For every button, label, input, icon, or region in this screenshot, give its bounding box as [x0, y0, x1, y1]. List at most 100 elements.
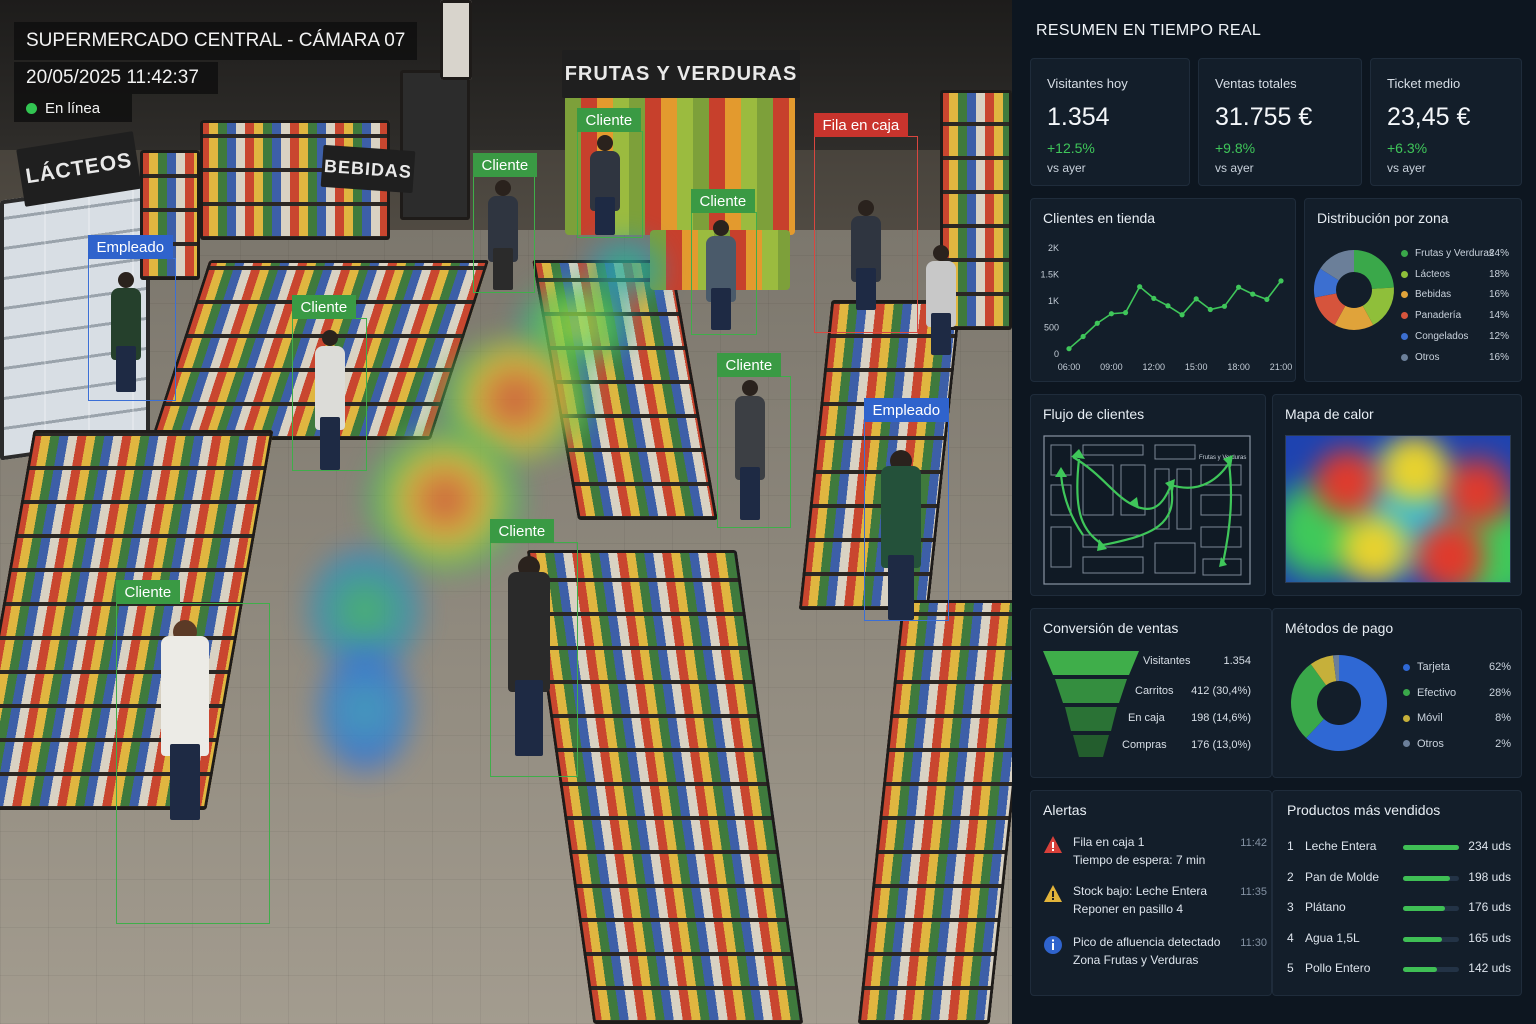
alert-title: Pico de afluencia detectado [1073, 935, 1221, 949]
top-products-card[interactable]: Productos más vendidos 1 Leche Entera 234 … [1272, 790, 1522, 996]
data-point[interactable] [1122, 310, 1129, 316]
alerts-card[interactable]: Alertas Fila en caja 1 Tiempo de espera:… [1030, 790, 1272, 996]
x-tick-label: 15:00 [1185, 362, 1208, 372]
legend-value: 28% [1488, 686, 1511, 699]
detection-label: Fila en caja [813, 113, 909, 137]
legend-item[interactable]: Otros 16% [1401, 352, 1509, 363]
clients-chart-card[interactable]: Clientes en tienda 0 500 1K 1.5K 2K 06:00 09:0… [1030, 198, 1296, 382]
payment-donut-chart [1291, 655, 1387, 751]
flow-card[interactable]: Flujo de clientes Frutas y Verduras [1030, 394, 1266, 596]
donut-slice[interactable] [1314, 293, 1346, 326]
kpi-card-visitors[interactable]: Visitantes hoy 1.354 +12.5% vs ayer [1030, 58, 1190, 186]
funnel-stage: Carritos 412 (30,4%) [1135, 685, 1251, 697]
person [720, 380, 780, 520]
sign-bebidas: BEBIDAS [320, 144, 416, 194]
detection-box-customer[interactable]: Cliente [489, 519, 578, 777]
legend-swatch [1403, 740, 1410, 747]
data-point[interactable] [1221, 303, 1228, 309]
kpi-card-sales[interactable]: Ventas totales 31.755 € +9.8% vs ayer [1198, 58, 1362, 186]
data-point[interactable] [1236, 284, 1242, 290]
data-point[interactable] [1094, 320, 1100, 326]
person [140, 620, 230, 820]
donut-slice[interactable] [1306, 655, 1387, 751]
legend-label: Efectivo [1417, 686, 1457, 699]
person [96, 272, 156, 392]
data-point[interactable] [1108, 311, 1114, 317]
legend-item[interactable]: Lácteos 18% [1401, 269, 1509, 280]
detection-box-employee[interactable]: Empleado [863, 398, 950, 621]
legend-label: Bebidas [1415, 289, 1452, 301]
legend-label: Otros [1417, 737, 1444, 750]
legend-swatch [1403, 689, 1410, 696]
detection-box-customer[interactable]: Cliente [472, 153, 538, 293]
heatmap-card[interactable]: Mapa de calor [1272, 394, 1522, 596]
product-row[interactable]: 4 Agua 1,5L 165 uds [1287, 931, 1511, 949]
donut-slice[interactable] [1362, 287, 1394, 326]
data-point[interactable] [1179, 312, 1185, 318]
donut-slice[interactable] [1310, 655, 1337, 686]
camera-status-label: En línea [45, 99, 101, 117]
donut-slice[interactable] [1314, 268, 1339, 298]
legend-item[interactable]: Tarjeta 62% [1403, 661, 1511, 673]
kpi-sub: vs ayer [1047, 161, 1086, 175]
product-row[interactable]: 5 Pollo Entero 142 uds [1287, 961, 1511, 979]
conversion-card[interactable]: Conversión de ventas Visitantes 1.354 Car… [1030, 608, 1272, 778]
y-tick-label: 500 [1044, 323, 1059, 333]
heat-spot [370, 430, 520, 570]
detection-label: Cliente [489, 519, 555, 543]
clients-line-chart: 0 500 1K 1.5K 2K 06:00 09:00 12:00 15:00 18:00 21:… [1040, 243, 1292, 372]
legend-item[interactable]: Panadería 14% [1401, 310, 1509, 321]
legend-label: Lácteos [1415, 268, 1451, 280]
data-point[interactable] [1137, 284, 1143, 290]
donut-slice[interactable] [1334, 305, 1374, 330]
product-bar-track [1403, 936, 1459, 942]
donut-slice[interactable] [1320, 250, 1354, 281]
kpi-delta: +9.8% [1215, 140, 1256, 156]
detection-box-customer[interactable]: Cliente [115, 580, 270, 924]
data-point[interactable] [1151, 295, 1157, 301]
data-point[interactable] [1264, 296, 1270, 303]
legend-value: 62% [1488, 661, 1511, 673]
product-bar-track [1403, 845, 1459, 850]
y-tick-label: 1.5K [1040, 270, 1059, 280]
legend-item[interactable]: Efectivo 28% [1403, 687, 1511, 699]
donut-slice[interactable] [1291, 664, 1327, 738]
zone-chart-card[interactable]: Distribución por zona Frutas y Verduras 2… [1304, 198, 1522, 382]
payment-card[interactable]: Métodos de pago Tarjeta 62% Efectivo 28% Móv… [1272, 608, 1522, 778]
alert-time: 11:42 [1240, 837, 1267, 849]
legend-item[interactable]: Frutas y Verduras 24% [1401, 248, 1509, 259]
detection-box-customer[interactable]: Cliente [291, 295, 367, 471]
data-point[interactable] [1193, 296, 1199, 302]
legend-value: 16% [1488, 289, 1509, 301]
detection-box-customer[interactable]: Cliente [716, 353, 791, 528]
donut-slice[interactable] [1332, 655, 1339, 682]
data-point[interactable] [1207, 306, 1213, 313]
data-point[interactable] [1278, 278, 1284, 284]
data-point[interactable] [1066, 346, 1072, 352]
legend-item[interactable]: Móvil 8% [1403, 712, 1511, 724]
product-units: 142 uds [1468, 961, 1511, 975]
product-units: 234 uds [1468, 839, 1511, 853]
data-point[interactable] [1250, 291, 1256, 297]
product-row[interactable]: 3 Plátano 176 uds [1287, 900, 1511, 918]
product-row[interactable]: 2 Pan de Molde 198 uds [1287, 870, 1511, 888]
detection-box-customer[interactable]: Cliente [576, 108, 643, 238]
card-title: Flujo de clientes [1043, 406, 1145, 422]
kpi-card-ticket[interactable]: Ticket medio 23,45 € +6.3% vs ayer [1370, 58, 1522, 186]
donut-slice[interactable] [1354, 250, 1394, 289]
data-point[interactable] [1165, 303, 1171, 309]
detection-box-checkout-queue[interactable]: Fila en caja [813, 113, 918, 333]
data-point[interactable] [1080, 333, 1086, 340]
kpi-sub: vs ayer [1215, 161, 1254, 175]
legend-item[interactable]: Congelados 12% [1401, 331, 1509, 342]
legend-item[interactable]: Bebidas 16% [1401, 289, 1509, 300]
legend-value: 16% [1488, 351, 1509, 363]
funnel-stage: Compras 176 (13,0%) [1122, 739, 1251, 751]
online-dot-icon [26, 102, 37, 114]
product-name: Leche Entera [1305, 839, 1377, 853]
product-row[interactable]: 1 Leche Entera 234 uds [1287, 839, 1511, 857]
detection-box-employee[interactable]: Empleado [87, 235, 176, 401]
info-blue-icon [1044, 936, 1062, 954]
detection-box-customer[interactable]: Cliente [690, 189, 757, 335]
legend-item[interactable]: Otros 2% [1403, 738, 1511, 750]
